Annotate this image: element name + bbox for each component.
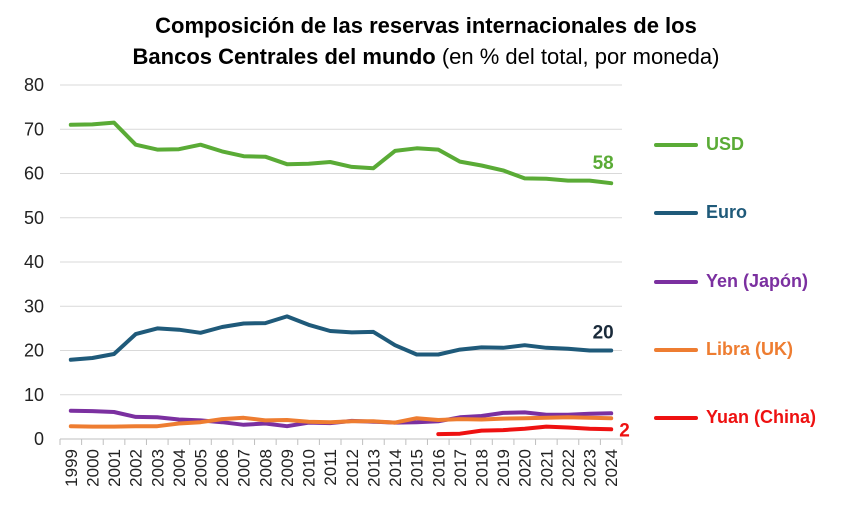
end-label: 20 bbox=[593, 323, 614, 344]
legend-label: Libra (UK) bbox=[706, 339, 793, 359]
legend: USD Euro Yen (Japón) Libra (UK) Yuan (China) bbox=[654, 0, 852, 528]
x-tick-label: 2009 bbox=[278, 449, 297, 487]
x-tick-label: 2000 bbox=[83, 449, 102, 487]
x-tick-label: 2019 bbox=[494, 449, 513, 487]
legend-label: USD bbox=[706, 134, 745, 154]
y-tick-label: 40 bbox=[24, 252, 44, 272]
y-tick-label: 10 bbox=[24, 385, 44, 405]
x-tick-label: 2005 bbox=[192, 449, 211, 487]
legend-label: Yen (Japón) bbox=[706, 271, 809, 291]
x-tick-label: 2021 bbox=[537, 449, 556, 487]
y-tick-label: 20 bbox=[24, 341, 44, 361]
legend-item: Yuan (China) bbox=[654, 407, 816, 428]
legend-swatch bbox=[654, 279, 698, 284]
legend-item: USD bbox=[654, 134, 744, 155]
series-lines bbox=[68, 120, 614, 437]
series-line-usd bbox=[68, 120, 614, 186]
y-tick-label: 50 bbox=[24, 208, 44, 228]
legend-swatch bbox=[654, 415, 698, 420]
x-tick-label: 2020 bbox=[516, 449, 535, 487]
legend-swatch bbox=[654, 210, 698, 215]
chart-title-line2: Bancos Centrales del mundo bbox=[132, 44, 436, 69]
x-tick-label: 2007 bbox=[235, 449, 254, 487]
chart-title-block: Composición de las reservas internaciona… bbox=[0, 10, 852, 72]
chart-subtitle: (en % del total, por moneda) bbox=[441, 44, 720, 69]
x-tick-label: 2003 bbox=[148, 449, 167, 487]
legend-item: Libra (UK) bbox=[654, 339, 793, 360]
x-tick-label: 2002 bbox=[127, 449, 146, 487]
y-tick-label: 80 bbox=[24, 75, 44, 95]
legend-label: Euro bbox=[706, 202, 748, 222]
x-axis: 1999 2000 2001 2002 2003 2004 2005 2006 2007 2008… bbox=[59, 438, 623, 487]
legend-label: Yuan (China) bbox=[706, 407, 817, 427]
end-label: 2 bbox=[619, 420, 630, 441]
x-tick-label: 2013 bbox=[364, 449, 383, 487]
legend-item: Euro bbox=[654, 202, 747, 223]
x-tick-label: 2011 bbox=[321, 449, 340, 486]
y-tick-label: 70 bbox=[24, 119, 44, 139]
y-tick-label: 60 bbox=[24, 164, 44, 184]
series-line-libra-uk bbox=[68, 415, 614, 429]
gridlines bbox=[60, 84, 622, 396]
chart-title: Composición de las reservas internaciona… bbox=[155, 13, 697, 38]
series-line-euro bbox=[68, 314, 614, 362]
x-tick-label: 2017 bbox=[451, 449, 470, 487]
x-tick-label: 2014 bbox=[386, 449, 405, 487]
legend-item: Yen (Japón) bbox=[654, 271, 808, 292]
x-tick-label: 2001 bbox=[105, 449, 124, 487]
x-tick-label: 2008 bbox=[256, 449, 275, 487]
x-tick-label: 1999 bbox=[62, 449, 81, 487]
end-label: 58 bbox=[593, 153, 614, 174]
x-tick-label: 2004 bbox=[170, 449, 189, 487]
x-tick-label: 2016 bbox=[429, 449, 448, 487]
x-tick-label: 2006 bbox=[213, 449, 232, 487]
legend-swatch bbox=[654, 142, 698, 147]
y-tick-label: 30 bbox=[24, 296, 44, 316]
legend-swatch bbox=[654, 347, 698, 352]
y-axis: 0 10 20 30 40 50 60 70 80 bbox=[24, 75, 44, 449]
end-labels: 58 20 2 bbox=[593, 153, 630, 441]
x-tick-label: 2010 bbox=[300, 449, 319, 487]
y-tick-label: 0 bbox=[34, 429, 44, 449]
x-tick-label: 2024 bbox=[602, 449, 621, 487]
x-tick-label: 2022 bbox=[559, 449, 578, 487]
x-tick-label: 2023 bbox=[581, 449, 600, 487]
x-tick-label: 2015 bbox=[408, 449, 427, 487]
series-line-yuan-china bbox=[436, 424, 614, 437]
x-tick-label: 2012 bbox=[343, 449, 362, 487]
x-tick-label: 2018 bbox=[473, 449, 492, 487]
